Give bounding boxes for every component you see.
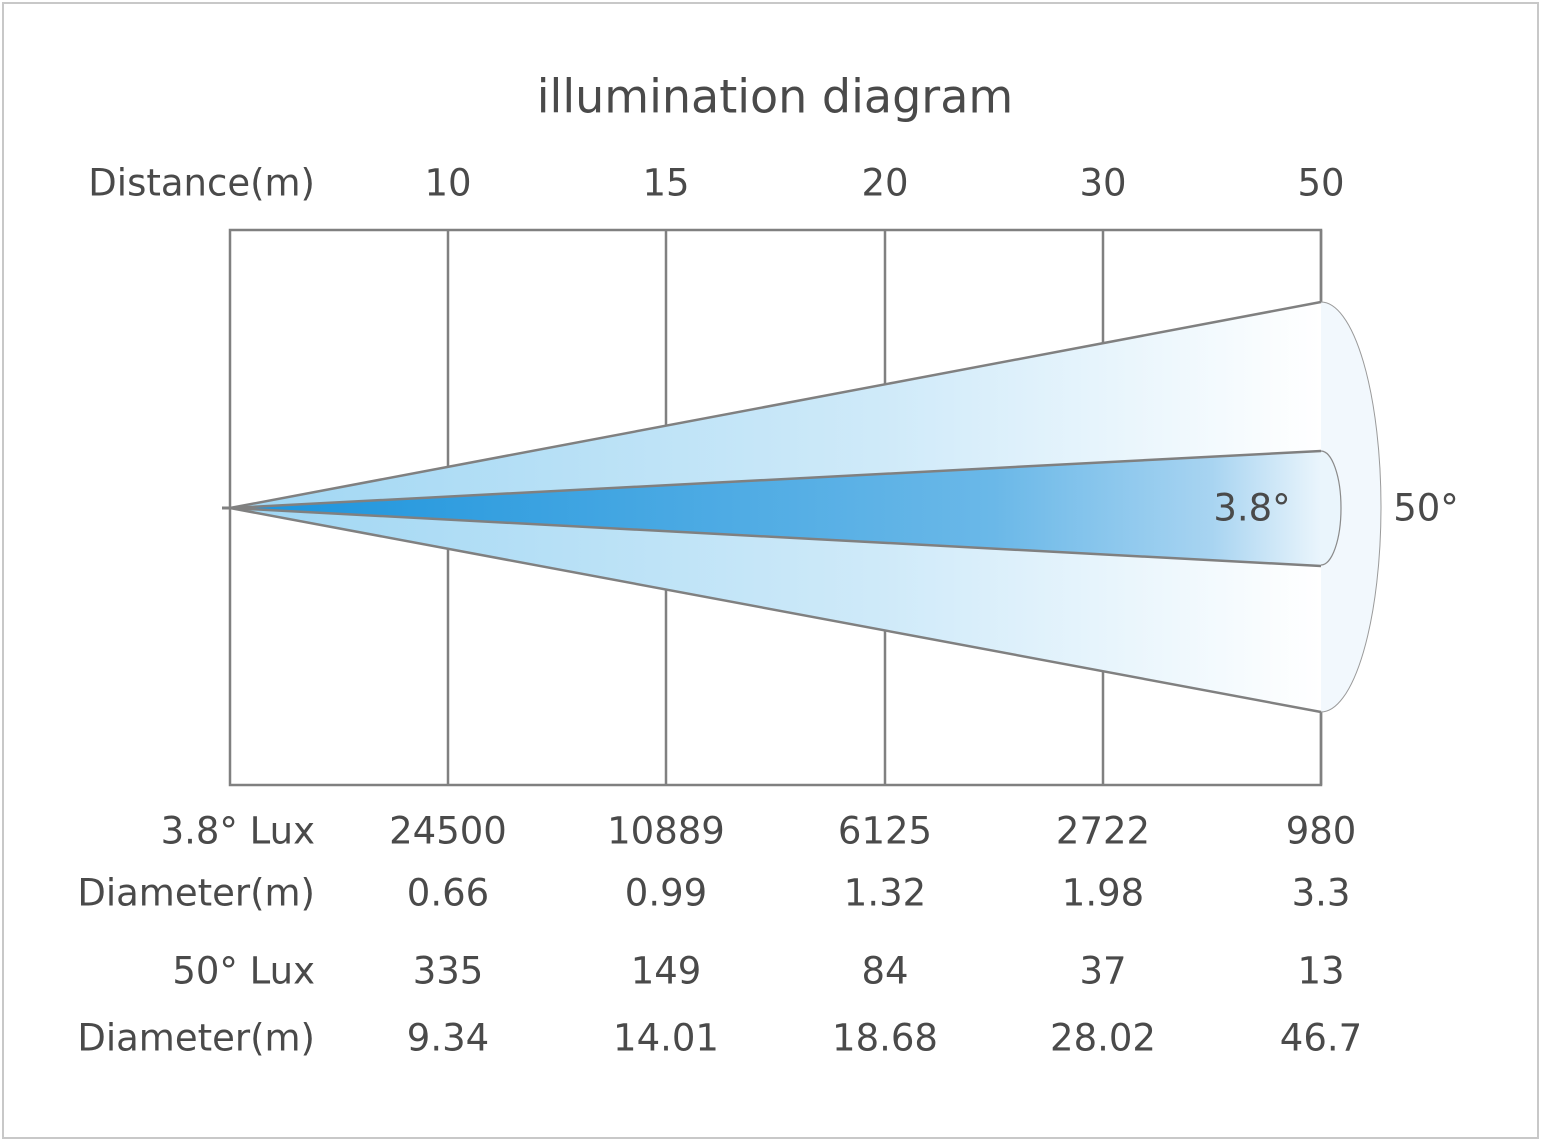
distance: 20 — [861, 162, 908, 205]
cell: 9.34 — [407, 1017, 489, 1060]
cell: 0.66 — [407, 872, 489, 915]
row-label: 50° Lux — [172, 950, 315, 993]
distance: 15 — [642, 162, 689, 205]
cell: 0.99 — [625, 872, 707, 915]
beam — [222, 300, 1382, 714]
outer-edge — [229, 300, 1322, 510]
cell: 149 — [631, 950, 702, 993]
cell: 3.3 — [1292, 872, 1351, 915]
cell: 14.01 — [613, 1017, 719, 1060]
cell: 10889 — [607, 810, 725, 853]
row-label: Diameter(m) — [77, 872, 315, 915]
distance-label: Distance(m) — [88, 162, 315, 205]
cell: 24500 — [389, 810, 507, 853]
cell: 37 — [1079, 950, 1126, 993]
cell: 18.68 — [832, 1017, 938, 1060]
cell: 335 — [413, 950, 484, 993]
cell: 1.32 — [844, 872, 926, 915]
distance: 10 — [424, 162, 471, 205]
cell: 46.7 — [1280, 1017, 1362, 1060]
row-label: Diameter(m) — [77, 1017, 315, 1060]
row-label: 3.8° Lux — [161, 810, 315, 853]
distance: 50 — [1297, 162, 1344, 205]
distance: 30 — [1079, 162, 1126, 205]
wide-angle: 50° — [1393, 487, 1459, 530]
cell: 84 — [861, 950, 908, 993]
cell: 28.02 — [1050, 1017, 1156, 1060]
narrow-angle: 3.8° — [1213, 487, 1290, 530]
cell: 2722 — [1056, 810, 1150, 853]
cell: 13 — [1297, 950, 1344, 993]
inner-edge — [229, 449, 1322, 510]
title: illumination diagram — [537, 70, 1013, 124]
outer-edge — [229, 506, 1322, 714]
cell: 1.98 — [1062, 872, 1144, 915]
cell: 6125 — [838, 810, 932, 853]
inner-edge — [229, 506, 1322, 568]
cell: 980 — [1286, 810, 1357, 853]
inner-cone — [230, 451, 1321, 566]
